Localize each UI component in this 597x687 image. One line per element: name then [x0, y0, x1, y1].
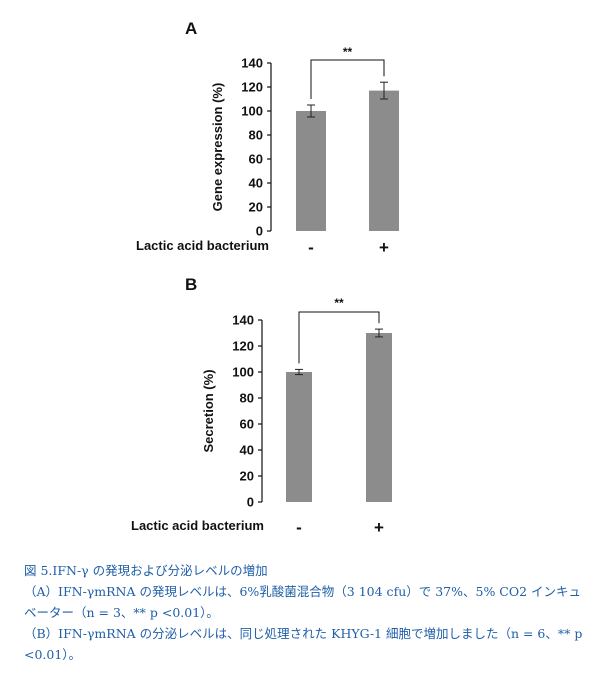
panel-b-bar	[286, 372, 312, 502]
panel-b-letter: B	[185, 275, 197, 294]
panel-a-y-tick-label: 20	[249, 200, 263, 215]
caption-title: 図 5.IFN-γ の発現および分泌レベルの増加	[24, 563, 268, 578]
caption-line-b: （B）IFN-γmRNA の分泌レベルは、同じ処理された KHYG-1 細胞で増…	[24, 626, 583, 662]
panel-b-y-tick-label: 40	[240, 443, 254, 458]
panel-b-condition-label: Lactic acid bacterium	[131, 518, 264, 533]
panel-a-y-tick-label: 120	[241, 80, 263, 95]
figure-charts: A 0 20 40 60 80 100 120 140 Gene expression (%) - +…	[131, 19, 399, 537]
panel-b-significance-label: **	[334, 296, 344, 310]
panel-a-y-tick-label: 80	[249, 128, 263, 143]
panel-a-y-tick-label: 60	[249, 152, 263, 167]
panel-b-y-tick-label: 80	[240, 391, 254, 406]
panel-a-y-tick-label: 0	[256, 224, 263, 239]
panel-a-letter: A	[185, 19, 197, 38]
panel-a-bar	[369, 90, 399, 231]
caption-line-a: （A）IFN-γmRNA の発現レベルは、6%乳酸菌混合物（3 104 cfu）…	[24, 584, 582, 620]
panel-b-category-label: -	[296, 518, 302, 537]
panel-b-significance-bracket	[298, 311, 380, 364]
panel-b-y-tick-label: 120	[232, 339, 254, 354]
panel-b-bar	[366, 333, 392, 502]
figure-caption: 図 5.IFN-γ の発現および分泌レベルの増加 （A）IFN-γmRNA の発…	[24, 560, 584, 665]
panel-b-y-tick-label: 0	[247, 495, 254, 510]
panel-a-condition-label: Lactic acid bacterium	[136, 238, 269, 253]
panel-a-significance-label: **	[343, 45, 353, 59]
panel-b-y-tick-label: 60	[240, 417, 254, 432]
panel-b-y-tick-label: 20	[240, 469, 254, 484]
panel-a-category-label: +	[379, 238, 389, 257]
panel-b-category-label: +	[374, 518, 384, 537]
panel-a-category-label: -	[308, 238, 314, 257]
panel-b-y-tick-label: 100	[232, 365, 254, 380]
panel-a-y-tick-label: 140	[241, 56, 263, 71]
panel-a-significance-bracket	[310, 59, 385, 99]
panel-a-bar	[296, 111, 326, 231]
panel-a-y-tick-label: 100	[241, 104, 263, 119]
panel-b-y-label: Secretion (%)	[201, 369, 216, 452]
panel-a-y-tick-label: 40	[249, 176, 263, 191]
panel-a-y-label: Gene expression (%)	[210, 83, 225, 212]
panel-b-y-tick-label: 140	[232, 313, 254, 328]
